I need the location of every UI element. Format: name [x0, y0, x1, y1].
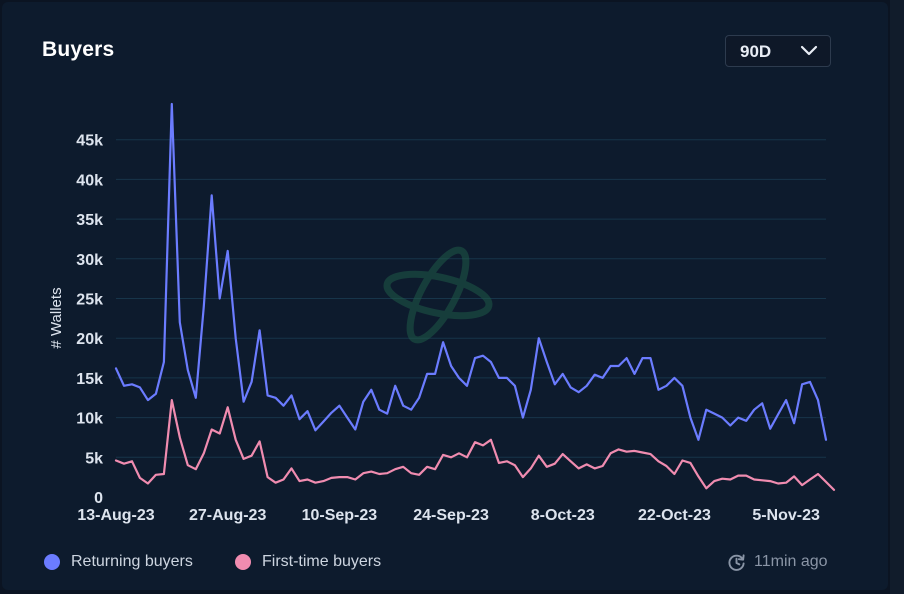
x-tick-label: 24-Sep-23: [413, 507, 489, 524]
last-updated-text: 11min ago: [754, 553, 828, 570]
gridlines: [116, 139, 826, 458]
y-tick-label: 15k: [76, 371, 103, 388]
y-tick-label: 10k: [76, 411, 103, 428]
legend-label: First-time buyers: [262, 553, 382, 570]
chevron-down-icon: [800, 45, 818, 56]
y-tick-label: 35k: [76, 212, 103, 229]
window-edge: [890, 0, 904, 594]
refresh-clock-icon: [728, 553, 745, 571]
time-range-value: 90D: [740, 42, 772, 61]
y-tick-label: 30k: [76, 252, 103, 269]
legend-returning-buyers[interactable]: Returning buyers: [44, 552, 193, 572]
y-tick-label: 5k: [85, 450, 103, 467]
x-axis-ticks: 13-Aug-23 27-Aug-23 10-Sep-23 24-Sep-23 8-Oc…: [77, 507, 820, 524]
legend-label: Returning buyers: [71, 553, 193, 570]
returning-buyers-line: [114, 102, 828, 441]
y-tick-label: 25k: [76, 292, 103, 309]
last-updated: 11min ago: [727, 552, 828, 572]
time-range-select[interactable]: 90D: [725, 35, 831, 67]
y-tick-label: 45k: [76, 133, 103, 150]
returning-buyers-swatch: [44, 554, 60, 570]
watermark-logo-icon: [383, 246, 493, 344]
card-title: Buyers: [42, 38, 115, 61]
y-axis-label: # Wallets: [48, 287, 65, 348]
x-tick-label: 10-Sep-23: [302, 507, 378, 524]
first-time-buyers-line: [114, 399, 836, 491]
first-time-buyers-swatch: [235, 554, 251, 570]
x-tick-label: 5-Nov-23: [752, 507, 820, 524]
x-tick-label: 22-Oct-23: [638, 507, 711, 524]
buyers-card: [2, 2, 888, 590]
x-tick-label: 27-Aug-23: [189, 507, 266, 524]
x-tick-label: 8-Oct-23: [531, 507, 595, 524]
legend-first-time-buyers[interactable]: First-time buyers: [235, 552, 381, 572]
x-tick-label: 13-Aug-23: [77, 507, 154, 524]
y-axis-ticks: 0 5k 10k 15k 20k 25k 30k 35k 40k 45k: [76, 133, 103, 507]
y-tick-label: 40k: [76, 172, 103, 189]
buyers-line-chart: 0 5k 10k 15k 20k 25k 30k 35k 40k 45k 13-Aug-23 27-…: [48, 102, 836, 524]
y-tick-label: 20k: [76, 331, 103, 348]
y-tick-label: 0: [94, 490, 103, 507]
series-lines: [114, 102, 836, 491]
